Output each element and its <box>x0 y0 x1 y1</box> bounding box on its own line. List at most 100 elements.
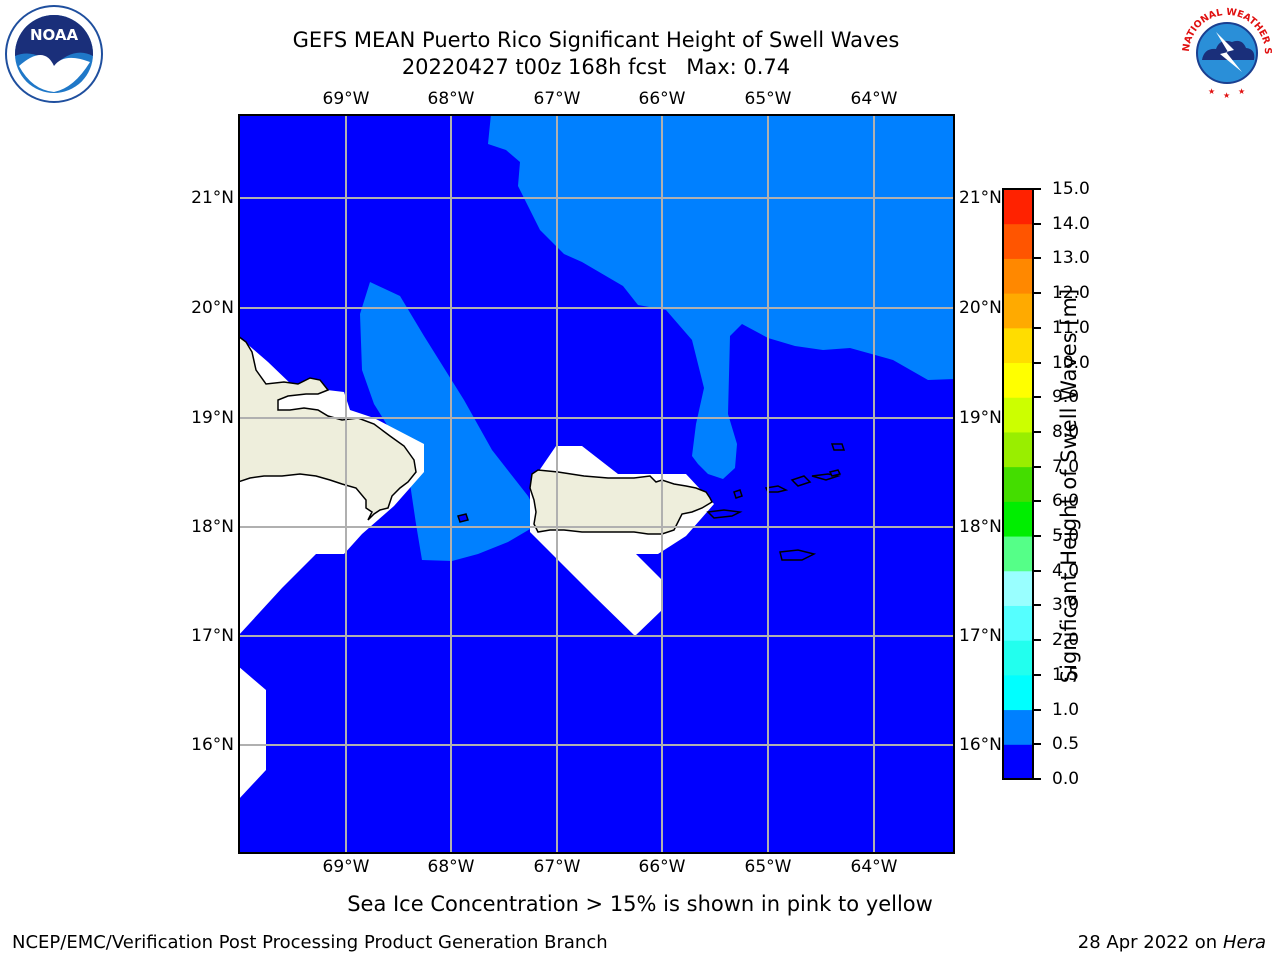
island-mona <box>457 513 469 523</box>
footer-branch: NCEP/EMC/Verification Post Processing Pr… <box>12 932 608 953</box>
map-panel <box>237 114 955 854</box>
footer-date-text: 28 Apr 2022 on <box>1077 932 1223 953</box>
colorbar-tick-label: 9.0 <box>1052 387 1080 408</box>
colorbar-tick-mark <box>1034 500 1041 503</box>
colorbar-tick-mark <box>1034 743 1041 746</box>
lon-label-top: 66°W <box>638 89 686 109</box>
colorbar-tick-mark <box>1034 188 1041 190</box>
land-hispaniola <box>237 334 417 521</box>
colorbar-tick-label: 1.5 <box>1052 664 1080 685</box>
lon-label-top: 69°W <box>322 89 370 109</box>
lon-label-top: 64°W <box>850 89 898 109</box>
island-vieques <box>706 509 743 519</box>
lat-label-left: 21°N <box>191 188 234 208</box>
colorbar-block <box>1003 258 1033 294</box>
colorbar-block <box>1003 397 1033 433</box>
colorbar-tick-label: 15.0 <box>1052 179 1090 199</box>
nodata-southwest <box>238 666 266 800</box>
colorbar-block <box>1003 327 1033 364</box>
sea-ice-note: Sea Ice Concentration > 15% is shown in … <box>347 892 933 916</box>
colorbar-tick-label: 0.0 <box>1052 769 1080 789</box>
colorbar-label: Significant Height of Swell Waves [m] <box>1057 288 1081 684</box>
colorbar-block <box>1003 431 1033 468</box>
colorbar-block <box>1003 223 1033 259</box>
colorbar-tick-mark <box>1034 673 1041 676</box>
colorbar-block <box>1003 362 1033 398</box>
colorbar-tick-label: 5.0 <box>1052 526 1080 547</box>
colorbar-tick-label: 1.0 <box>1052 699 1080 720</box>
colorbar-tick-mark <box>1034 361 1041 364</box>
colorbar-block <box>1003 570 1033 606</box>
map-frame <box>238 114 955 854</box>
lon-label-top: 65°W <box>744 89 792 109</box>
colorbar-tick-mark <box>1034 292 1041 295</box>
colorbar-block <box>1003 605 1033 641</box>
colorbar-tick-mark <box>1034 535 1041 538</box>
chart-subtitle: 20220427 t00z 168h fcst Max: 0.74 <box>401 55 791 79</box>
colorbar-tick-label: 7.0 <box>1052 456 1080 477</box>
lon-label-top: 68°W <box>427 89 475 109</box>
colorbar-tick-mark <box>1034 430 1041 433</box>
island-anegada <box>830 443 846 451</box>
colorbar-block <box>1003 674 1033 711</box>
lon-label-bottom: 68°W <box>427 857 475 877</box>
nws-logo: NATIONAL WEATHER SERVICE ★ ★ ★ <box>1172 0 1278 104</box>
colorbar-tick-mark <box>1034 222 1041 225</box>
colorbar-tick-label: 13.0 <box>1052 248 1090 269</box>
colorbar-block <box>1003 640 1033 676</box>
colorbar-tick-mark <box>1034 708 1041 711</box>
lat-label-right: 20°N <box>959 298 1002 318</box>
island-culebra <box>733 489 743 499</box>
colorbar-tick-label: 3.0 <box>1052 595 1080 616</box>
colorbar-block <box>1003 709 1033 745</box>
noaa-logo: NOAA <box>4 4 104 104</box>
lon-label-bottom: 64°W <box>850 857 898 877</box>
colorbar-tick-mark <box>1034 257 1041 260</box>
lat-label-right: 17°N <box>959 626 1002 646</box>
footer-machine: Hera <box>1222 932 1266 953</box>
noaa-logo-text: NOAA <box>30 26 79 44</box>
lon-label-bottom: 67°W <box>533 857 581 877</box>
colorbar-tick-label: 10.0 <box>1052 352 1090 373</box>
colorbar-block <box>1003 293 1033 329</box>
lat-label-right: 16°N <box>959 735 1002 755</box>
colorbar-tick-mark <box>1034 639 1041 642</box>
colorbar-tick-label: 8.0 <box>1052 421 1080 442</box>
svg-text:★: ★ <box>1208 87 1215 96</box>
svg-text:★: ★ <box>1238 87 1245 96</box>
colorbar-tick-mark <box>1034 326 1041 329</box>
lon-label-bottom: 69°W <box>322 857 370 877</box>
colorbar-block <box>1003 466 1033 502</box>
colorbar <box>1002 188 1034 780</box>
island-jost <box>828 469 842 477</box>
colorbar-tick-mark <box>1034 465 1041 468</box>
colorbar-tick-mark <box>1034 569 1041 572</box>
footer-date: 28 Apr 2022 on Hera <box>1078 932 1266 954</box>
land-puertorico <box>529 469 713 535</box>
chart-title: GEFS MEAN Puerto Rico Significant Height… <box>292 28 900 52</box>
lat-label-left: 19°N <box>191 408 234 428</box>
colorbar-block <box>1003 189 1033 225</box>
lat-label-right: 19°N <box>959 408 1002 428</box>
colorbar-block <box>1003 536 1033 572</box>
colorbar-tick-mark <box>1034 604 1041 607</box>
lat-label-left: 17°N <box>191 626 234 646</box>
svg-text:★: ★ <box>1223 91 1230 100</box>
colorbar-frame <box>1002 188 1034 780</box>
lat-label-right: 18°N <box>959 517 1002 537</box>
lat-label-left: 18°N <box>191 517 234 537</box>
lat-label-left: 16°N <box>191 735 234 755</box>
colorbar-tick-label: 14.0 <box>1052 213 1090 234</box>
colorbar-tick-label: 12.0 <box>1052 283 1090 304</box>
island-stjohn <box>790 475 812 487</box>
colorbar-tick-label: 0.5 <box>1052 734 1080 755</box>
colorbar-tick-label: 4.0 <box>1052 560 1080 581</box>
lon-label-bottom: 65°W <box>744 857 792 877</box>
colorbar-tick-label: 6.0 <box>1052 491 1080 512</box>
swell-region-northeast <box>488 114 955 479</box>
lon-label-top: 67°W <box>533 89 581 109</box>
colorbar-tick-label: 2.0 <box>1052 630 1080 651</box>
lon-label-bottom: 66°W <box>638 857 686 877</box>
lat-label-right: 21°N <box>959 188 1002 208</box>
colorbar-tick-mark <box>1034 778 1041 780</box>
